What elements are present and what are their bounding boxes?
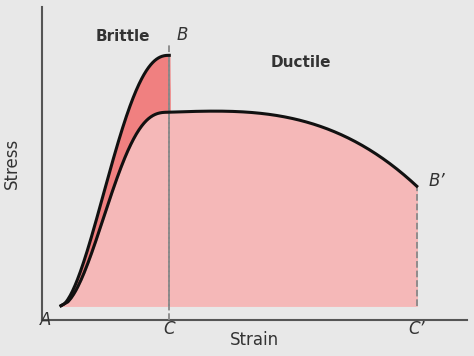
Text: B’: B’ bbox=[428, 172, 445, 189]
Text: B: B bbox=[177, 26, 188, 44]
Text: C: C bbox=[164, 320, 175, 338]
Text: Brittle: Brittle bbox=[96, 29, 150, 44]
Text: Stress: Stress bbox=[3, 138, 21, 189]
Text: Ductile: Ductile bbox=[271, 54, 331, 69]
Text: A: A bbox=[40, 311, 51, 329]
X-axis label: Strain: Strain bbox=[230, 331, 279, 349]
Text: C’: C’ bbox=[409, 320, 425, 338]
